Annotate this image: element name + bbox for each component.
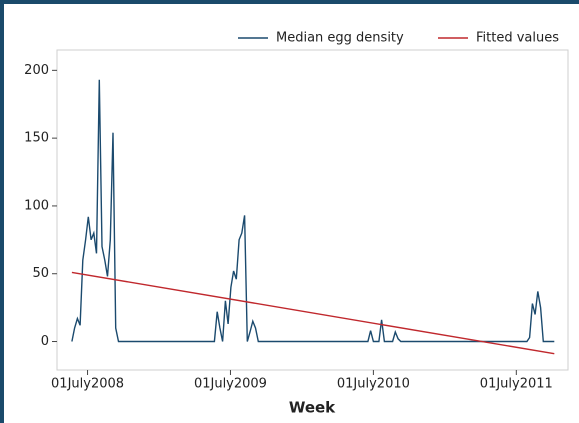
x-tick-label: 01July2011: [480, 377, 553, 392]
x-tick-label: 01July2010: [337, 377, 410, 392]
line: [71, 271, 555, 355]
plot-area: [56, 49, 569, 371]
y-tick-label: 200: [24, 63, 49, 78]
x-axis-label: Week: [289, 399, 336, 417]
legend-label: Fitted values: [476, 31, 559, 46]
y-tick-label: 100: [24, 198, 49, 213]
x-tick-label: 01July2009: [194, 377, 267, 392]
x-tick-label: 01July2008: [51, 377, 124, 392]
y-tick-label: 150: [24, 131, 49, 146]
legend-label: Median egg density: [276, 31, 404, 46]
y-tick-label: 50: [32, 266, 49, 281]
line: [71, 79, 555, 343]
y-tick-label: 0: [41, 334, 49, 349]
